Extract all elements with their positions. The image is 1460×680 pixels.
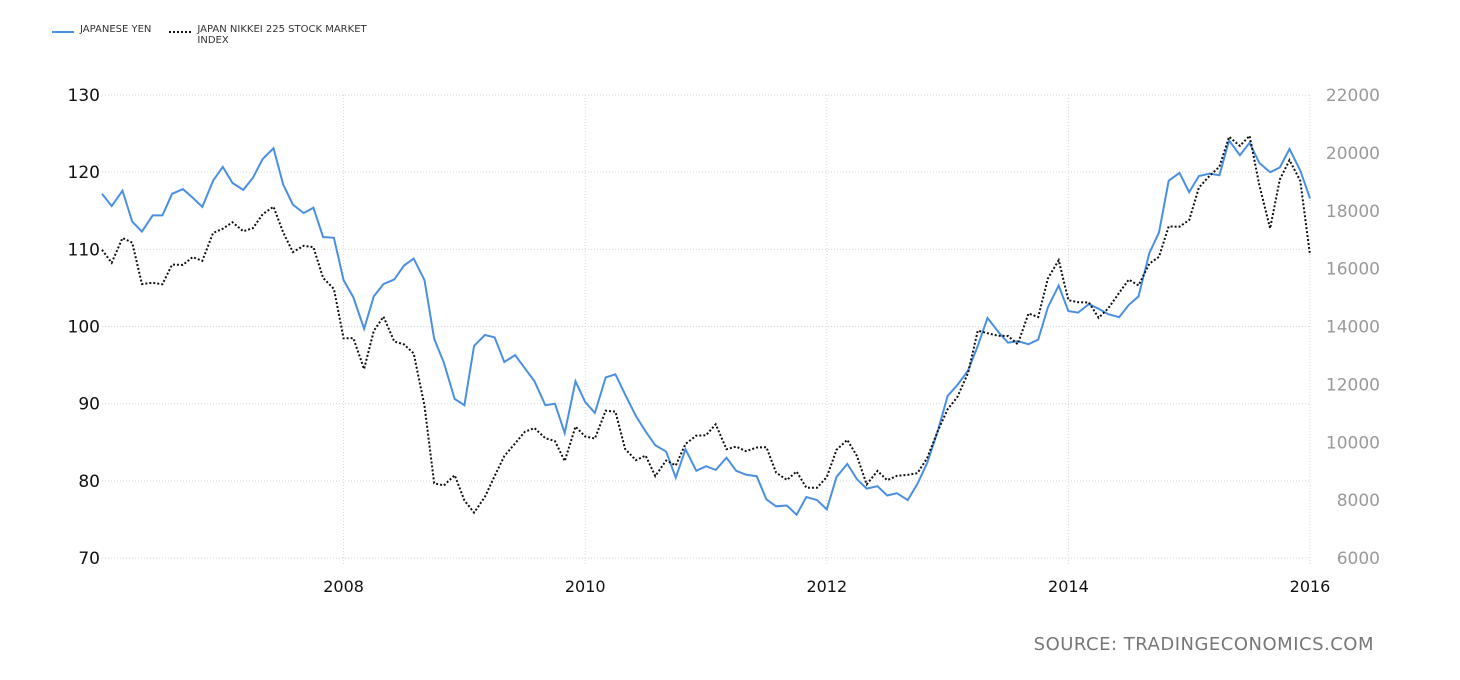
x-tick-label: 2010 — [565, 577, 606, 596]
series-group — [101, 133, 1311, 517]
y-left-tick-label: 110 — [68, 240, 100, 260]
x-tick-label: 2016 — [1290, 577, 1331, 596]
y-right-tick-label: 12000 — [1326, 375, 1380, 395]
y-right-tick-label: 16000 — [1326, 260, 1380, 280]
y-right-tick-label: 10000 — [1326, 433, 1380, 453]
y-left-tick-label: 120 — [68, 163, 100, 183]
axes: 70 80 90 100 110 120 130 6000 8000 10000 12000 1400… — [68, 86, 1380, 596]
legend-item-nikkei[interactable]: JAPAN NIKKEI 225 STOCK MARKET INDEX — [169, 24, 367, 46]
x-tick-label: 2014 — [1048, 577, 1089, 596]
y-right-tick-label: 6000 — [1337, 549, 1380, 569]
grid — [102, 94, 1311, 566]
y-left-tick-label: 130 — [68, 86, 100, 106]
legend-swatch-nikkei — [169, 31, 192, 33]
y-left-tick-label: 90 — [78, 395, 100, 415]
y-right-tick-label: 14000 — [1326, 318, 1380, 338]
legend-swatch-yen — [52, 31, 74, 33]
legend-item-yen[interactable]: JAPANESE YEN — [52, 24, 151, 35]
y-right-tick-label: 20000 — [1326, 144, 1380, 164]
source-credit[interactable]: SOURCE: TRADINGECONOMICS.COM — [1033, 634, 1374, 655]
y-left-tick-label: 70 — [78, 549, 100, 569]
y-left-tick-label: 100 — [68, 318, 100, 338]
series-line-japanese-yen[interactable] — [101, 138, 1311, 517]
y-right-tick-label: 8000 — [1337, 491, 1380, 511]
y-right-tick-label: 22000 — [1326, 86, 1380, 106]
x-tick-label: 2012 — [806, 577, 847, 596]
x-tick-label: 2008 — [323, 577, 364, 596]
legend-label-yen: JAPANESE YEN — [80, 24, 151, 35]
legend-label-nikkei: JAPAN NIKKEI 225 STOCK MARKET INDEX — [197, 24, 366, 46]
y-left-tick-label: 80 — [78, 472, 100, 492]
legend-label-nikkei-line1: JAPAN NIKKEI 225 STOCK MARKET — [197, 24, 367, 35]
y-right-tick-label: 18000 — [1326, 202, 1380, 222]
legend-label-yen-line1: JAPANESE YEN — [80, 24, 152, 35]
legend-label-nikkei-line2: INDEX — [197, 35, 229, 46]
series-line-nikkei-225[interactable] — [101, 133, 1311, 515]
legend: JAPANESE YEN JAPAN NIKKEI 225 STOCK MARK… — [52, 24, 385, 46]
